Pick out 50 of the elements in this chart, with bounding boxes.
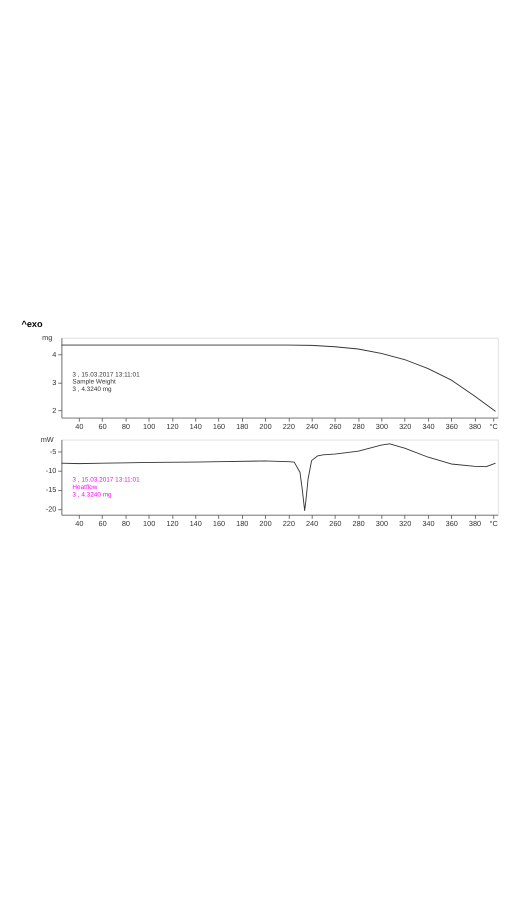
- y-tick-label: 3: [52, 378, 56, 387]
- x-tick-label: 120: [166, 519, 179, 528]
- x-tick-label: 200: [259, 519, 272, 528]
- x-tick-label: 100: [143, 519, 156, 528]
- line-series: [60, 443, 496, 512]
- x-tick-label: 280: [352, 422, 365, 432]
- x-tick-label: 160: [212, 422, 226, 432]
- x-tick-label: 320: [399, 519, 412, 528]
- y-tick-label: 4: [52, 350, 56, 359]
- x-tick-label: 260: [329, 422, 342, 432]
- y-tick-label: -10: [46, 466, 56, 476]
- x-tick-label: 40: [75, 519, 84, 528]
- x-tick-label: 140: [190, 422, 202, 432]
- y-axis-title: mg: [42, 333, 52, 342]
- x-tick-label: °C: [490, 519, 498, 528]
- x-tick-label: 120: [166, 422, 179, 432]
- chart-title: ^exo: [21, 318, 44, 329]
- x-tick-label: 60: [98, 422, 107, 432]
- x-tick-label: 320: [399, 422, 412, 432]
- y-tick-label: 2: [52, 406, 56, 415]
- x-tick-label: 240: [306, 422, 318, 432]
- x-tick-label: 160: [212, 519, 226, 528]
- y-axis-title: mW: [40, 434, 54, 444]
- x-tick-label: 380: [468, 422, 482, 432]
- x-tick-label: 240: [306, 519, 318, 528]
- line-series: [60, 344, 496, 412]
- x-tick-label: 200: [259, 422, 272, 432]
- x-tick-label: 280: [352, 519, 365, 528]
- x-tick-label: 220: [282, 519, 295, 528]
- x-tick-label: 340: [422, 519, 435, 528]
- x-tick-label: 100: [143, 422, 156, 432]
- y-tick-label: -20: [46, 504, 56, 514]
- x-tick-label: 140: [190, 519, 202, 528]
- x-tick-label: 40: [75, 422, 84, 432]
- x-tick-label: °C: [490, 422, 498, 432]
- x-tick-label: 300: [376, 519, 388, 528]
- x-tick-label: 180: [236, 519, 248, 528]
- x-tick-label: 300: [376, 422, 388, 432]
- x-tick-label: 360: [446, 422, 458, 432]
- x-tick-label: 80: [122, 422, 130, 432]
- x-tick-label: 360: [446, 519, 458, 528]
- x-tick-label: 180: [236, 422, 248, 432]
- x-tick-label: 220: [282, 422, 295, 432]
- x-tick-label: 60: [98, 519, 107, 528]
- x-tick-label: 340: [422, 422, 435, 432]
- x-tick-label: 380: [468, 519, 482, 528]
- x-tick-label: 260: [329, 519, 342, 528]
- y-tick-label: -5: [50, 447, 56, 456]
- x-tick-label: 80: [122, 519, 130, 528]
- y-tick-label: -15: [46, 485, 56, 494]
